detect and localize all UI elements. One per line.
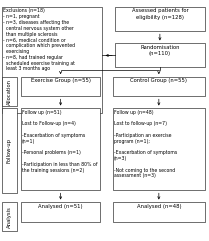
Text: Exercise Group (n=55): Exercise Group (n=55) bbox=[31, 78, 91, 83]
FancyBboxPatch shape bbox=[113, 108, 205, 190]
FancyBboxPatch shape bbox=[2, 77, 17, 106]
Text: Analysed (n=51): Analysed (n=51) bbox=[38, 204, 83, 209]
Text: Analysed (n=48): Analysed (n=48) bbox=[136, 204, 181, 209]
FancyBboxPatch shape bbox=[113, 202, 205, 222]
FancyBboxPatch shape bbox=[115, 7, 205, 31]
FancyBboxPatch shape bbox=[21, 108, 100, 190]
Text: Follow up (n=48)

Lost to follow-up (n=7)

-Participation an exercise
program (n: Follow up (n=48) Lost to follow-up (n=7)… bbox=[114, 110, 177, 178]
FancyBboxPatch shape bbox=[2, 7, 102, 113]
Text: Assessed patients for
eligibility (n=128): Assessed patients for eligibility (n=128… bbox=[131, 8, 188, 20]
Text: Analysis: Analysis bbox=[7, 206, 12, 228]
Text: Randomisation
(n=110): Randomisation (n=110) bbox=[140, 45, 180, 56]
Text: Allocation: Allocation bbox=[7, 79, 12, 105]
FancyBboxPatch shape bbox=[2, 202, 17, 231]
FancyBboxPatch shape bbox=[21, 202, 100, 222]
Text: Control Group (n=55): Control Group (n=55) bbox=[130, 78, 187, 83]
FancyBboxPatch shape bbox=[2, 108, 17, 193]
FancyBboxPatch shape bbox=[115, 43, 205, 67]
Text: Follow up (n=51)

Lost to Follow-up (n=4)

-Exacerbation of symptoms
(n=1)

-Per: Follow up (n=51) Lost to Follow-up (n=4)… bbox=[22, 110, 97, 173]
Text: Follow-up: Follow-up bbox=[7, 138, 12, 163]
FancyBboxPatch shape bbox=[113, 77, 205, 96]
Text: Exclusions (n=18)
- n=1, pregnant
- n=3, diseases affecting the
  central nervou: Exclusions (n=18) - n=1, pregnant - n=3,… bbox=[3, 8, 75, 71]
FancyBboxPatch shape bbox=[21, 77, 100, 96]
